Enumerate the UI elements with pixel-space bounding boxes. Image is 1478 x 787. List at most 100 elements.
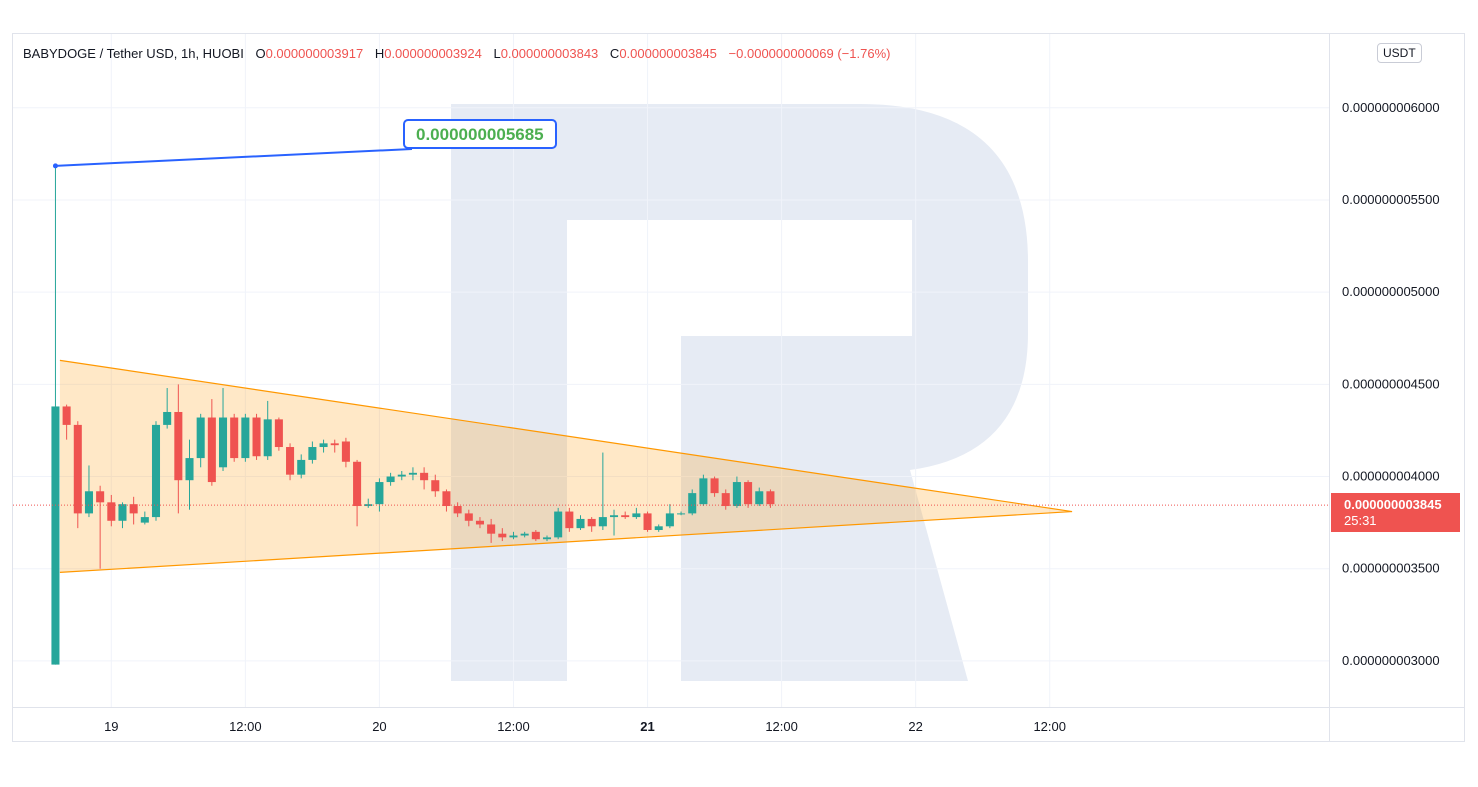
grid-lines <box>13 34 1329 707</box>
candle-body <box>610 515 619 518</box>
candle <box>185 439 194 510</box>
time-tick-label: 19 <box>104 719 118 734</box>
candle <box>598 452 607 530</box>
candle-body <box>163 411 172 425</box>
currency-unit-button[interactable]: USDT <box>1377 43 1422 63</box>
candle-body <box>542 537 552 540</box>
candle <box>710 476 719 497</box>
candle-body <box>375 482 384 505</box>
candle-body <box>263 419 272 457</box>
close-value: 0.000000003845 <box>619 46 717 61</box>
price-axis[interactable]: 0.000000003000 0.000000003500 0.0000000040… <box>1342 100 1440 668</box>
candle-body <box>520 533 529 536</box>
candle-body <box>230 417 239 459</box>
candle-body <box>219 417 228 468</box>
candle-body <box>721 493 730 507</box>
candle-body <box>487 524 496 534</box>
candle-body <box>677 513 686 515</box>
candle <box>677 511 686 516</box>
candle-body <box>643 513 652 530</box>
candle <box>62 404 71 440</box>
candle <box>107 494 116 527</box>
bar-countdown: 25:31 <box>1344 513 1377 528</box>
candle-body <box>699 478 708 505</box>
open-label: O <box>255 46 266 61</box>
candle-body <box>621 515 630 518</box>
last-price-badge: 0.000000003845 25:31 <box>1331 493 1460 532</box>
candle <box>375 478 384 512</box>
candle-body <box>654 526 663 530</box>
symbol-name[interactable]: BABYDOGE / Tether USD, 1h, HUOBI <box>23 46 244 61</box>
candle <box>364 498 373 508</box>
callout-connector <box>55 148 413 167</box>
close-label: C <box>609 46 620 61</box>
candle-body <box>766 491 775 505</box>
time-tick-label: 12:00 <box>497 719 530 734</box>
candle <box>408 467 417 481</box>
callout-anchor-dot <box>52 163 58 169</box>
time-axis[interactable]: 19 12:00 20 12:00 21 12:00 22 12:00 <box>104 719 1066 734</box>
candle <box>498 528 507 542</box>
low-value: 0.000000003843 <box>500 46 599 61</box>
candle <box>308 441 317 464</box>
candle-body <box>442 491 451 507</box>
candle-body <box>397 474 406 477</box>
candle <box>464 509 473 527</box>
triangle-upper-trendline[interactable] <box>59 359 1073 513</box>
candle-body <box>185 458 194 481</box>
candle <box>721 489 730 510</box>
high-price-callout[interactable]: 0.000000005685 <box>403 119 557 149</box>
candle-body <box>353 461 362 507</box>
candle-body <box>364 504 373 507</box>
candle <box>341 437 350 468</box>
candle <box>565 507 574 532</box>
candle <box>509 531 518 540</box>
candle-body <box>196 417 205 459</box>
candle <box>699 474 708 507</box>
time-tick-label: 12:00 <box>229 719 262 734</box>
time-tick-label: 12:00 <box>765 719 798 734</box>
candle-body <box>408 472 417 475</box>
candle-body <box>297 459 306 475</box>
candle-body <box>755 491 764 505</box>
candle <box>487 518 496 543</box>
candle <box>196 413 205 468</box>
candle-body <box>118 504 127 521</box>
high-callout-pointer <box>52 148 413 169</box>
candle-body <box>274 419 283 448</box>
candle-body <box>576 518 585 529</box>
candle <box>96 485 105 569</box>
high-value: 0.000000003924 <box>384 46 482 61</box>
candle-body <box>140 517 149 523</box>
candle <box>297 454 306 479</box>
candle-body <box>386 476 395 483</box>
candle <box>431 474 440 497</box>
candle-body <box>475 520 484 525</box>
candle-body <box>732 482 741 507</box>
candle <box>274 417 283 451</box>
triangle-lower-trendline[interactable] <box>59 510 1073 573</box>
candle <box>84 465 93 518</box>
candle-body <box>565 511 574 529</box>
candle-body <box>688 493 697 514</box>
candle <box>163 388 172 429</box>
time-tick-label: 20 <box>372 719 386 734</box>
candle-body <box>509 535 518 538</box>
candle-body <box>453 506 462 514</box>
candle <box>688 489 697 516</box>
candle-body <box>744 482 753 505</box>
candle <box>554 507 563 540</box>
time-tick-label: 21 <box>640 719 654 734</box>
candle-body <box>554 511 563 538</box>
candle-body <box>151 424 161 518</box>
candle <box>654 524 663 532</box>
candle <box>632 507 641 519</box>
symmetrical-triangle-fill <box>59 360 1073 573</box>
candle <box>51 165 60 665</box>
candle <box>732 476 741 508</box>
low-label: L <box>493 46 501 61</box>
candle-body <box>207 417 216 483</box>
candle <box>129 496 138 525</box>
candle <box>319 439 328 453</box>
